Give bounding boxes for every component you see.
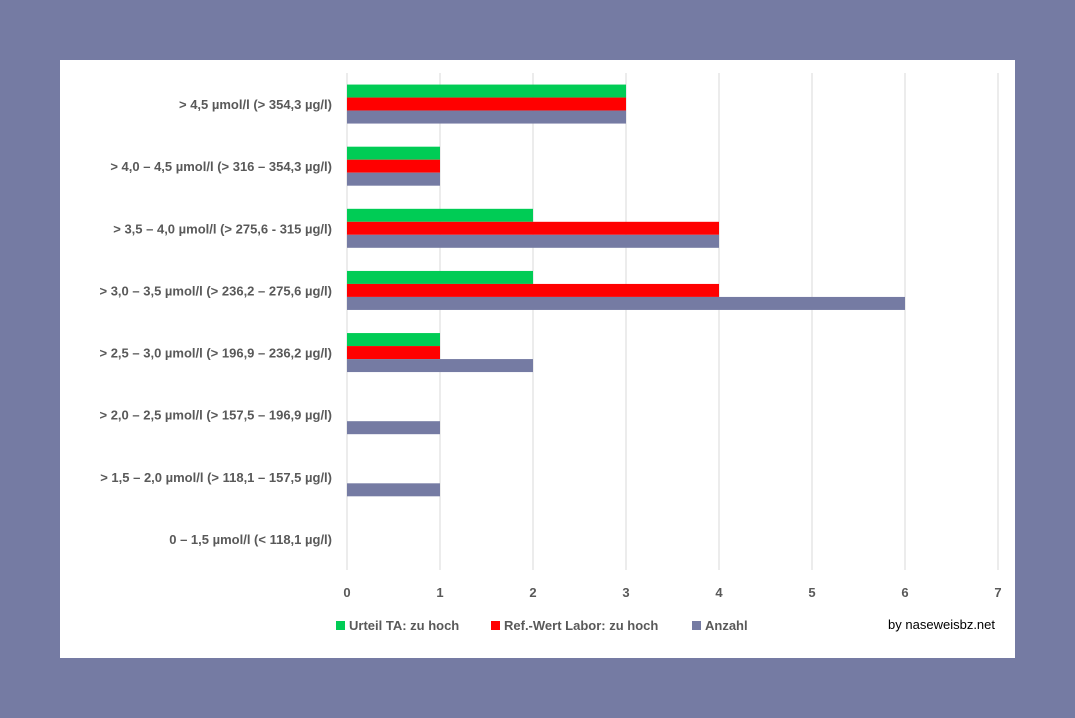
category-label-7: 0 – 1,5 µmol/l (< 118,1 µg/l)	[169, 532, 332, 547]
legend: Urteil TA: zu hoch Ref.-Wert Labor: zu ho…	[336, 618, 748, 633]
credit-text: by naseweisbz.net	[888, 617, 995, 632]
bar-urteil-4	[347, 333, 440, 347]
x-tick-label-6: 6	[901, 585, 908, 600]
legend-swatch-2	[692, 621, 701, 630]
bar-anzahl-0	[347, 110, 626, 124]
bar-ref-0	[347, 97, 626, 111]
bar-ref-2	[347, 221, 719, 235]
x-tick-labels: 0 1 2 3 4 5 6 7	[343, 585, 1001, 600]
bar-anzahl-2	[347, 234, 719, 248]
bar-urteil-2	[347, 208, 533, 222]
x-tick-label-4: 4	[715, 585, 723, 600]
bar-anzahl-6	[347, 483, 440, 497]
bar-anzahl-5	[347, 421, 440, 435]
bar-anzahl-4	[347, 359, 533, 373]
legend-swatch-1	[491, 621, 500, 630]
bar-ref-4	[347, 346, 440, 360]
category-label-0: > 4,5 µmol/l (> 354,3 µg/l)	[179, 97, 332, 112]
category-label-5: > 2,0 – 2,5 µmol/l (> 157,5 – 196,9 µg/l…	[100, 408, 333, 423]
category-label-3: > 3,0 – 3,5 µmol/l (> 236,2 – 275,6 µg/l…	[100, 283, 333, 298]
bar-urteil-0	[347, 84, 626, 98]
gridlines	[346, 73, 999, 570]
x-tick-label-0: 0	[343, 585, 350, 600]
legend-swatch-0	[336, 621, 345, 630]
bar-ref-3	[347, 283, 719, 297]
x-tick-label-3: 3	[622, 585, 629, 600]
category-label-4: > 2,5 – 3,0 µmol/l (> 196,9 – 236,2 µg/l…	[100, 346, 333, 361]
bar-urteil-3	[347, 270, 533, 284]
bar-anzahl-1	[347, 172, 440, 186]
category-label-1: > 4,0 – 4,5 µmol/l (> 316 – 354,3 µg/l)	[110, 159, 332, 174]
bar-urteil-1	[347, 146, 440, 160]
x-tick-label-7: 7	[994, 585, 1001, 600]
x-tick-label-5: 5	[808, 585, 815, 600]
x-tick-label-1: 1	[436, 585, 443, 600]
chart-panel: > 4,5 µmol/l (> 354,3 µg/l) > 4,0 – 4,5 µ…	[60, 60, 1015, 658]
bars	[347, 84, 905, 497]
bar-chart: > 4,5 µmol/l (> 354,3 µg/l) > 4,0 – 4,5 µ…	[100, 73, 1002, 633]
category-labels: > 4,5 µmol/l (> 354,3 µg/l) > 4,0 – 4,5 µ…	[100, 97, 333, 547]
bar-anzahl-3	[347, 296, 905, 310]
category-label-2: > 3,5 – 4,0 µmol/l (> 275,6 - 315 µg/l)	[113, 221, 332, 236]
x-tick-label-2: 2	[529, 585, 536, 600]
bar-ref-1	[347, 159, 440, 173]
legend-label-0: Urteil TA: zu hoch	[349, 618, 459, 633]
legend-label-1: Ref.-Wert Labor: zu hoch	[504, 618, 658, 633]
category-label-6: > 1,5 – 2,0 µmol/l (> 118,1 – 157,5 µg/l…	[100, 470, 332, 485]
legend-label-2: Anzahl	[705, 618, 748, 633]
